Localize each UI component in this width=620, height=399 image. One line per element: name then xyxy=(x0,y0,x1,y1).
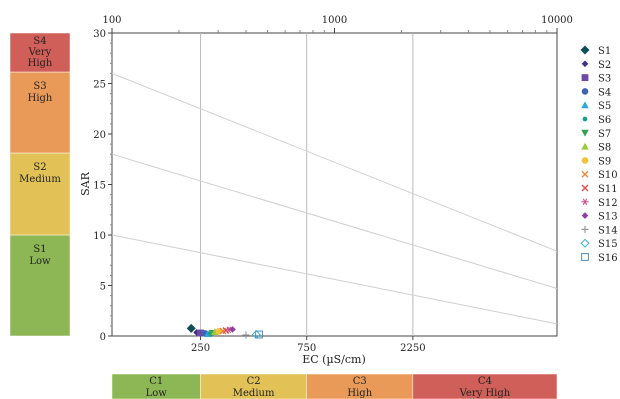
legend-label-s3: S3 xyxy=(598,74,611,85)
legend-label-s6: S6 xyxy=(598,115,611,126)
class-boundary-gridlines xyxy=(200,33,414,336)
salinity-band-code-c1: C1 xyxy=(149,376,163,387)
legend-marker-s2 xyxy=(581,60,589,68)
legend-marker-s10 xyxy=(581,170,589,178)
legend-marker-s3 xyxy=(581,74,589,81)
data-points xyxy=(186,323,263,339)
bottom-tick-label-250: 250 xyxy=(191,343,210,354)
salinity-band-code-c4: C4 xyxy=(478,376,492,387)
bottom-tick-label-2250: 2250 xyxy=(400,343,425,354)
salinity-band-c1 xyxy=(111,373,201,399)
data-point-s14 xyxy=(242,331,250,339)
data-point-s2 xyxy=(193,329,200,336)
legend-marker-s9 xyxy=(581,157,589,164)
salinity-band-code-c2: C2 xyxy=(247,376,261,387)
legend-marker-s8 xyxy=(581,142,589,150)
salinity-band-code-c3: C3 xyxy=(353,376,367,387)
legend-marker-s4 xyxy=(581,88,589,95)
legend: S1 S2 S3 S4 S5 S6 S7 S8 S9 S10 S11 S12 S13 S14 S15 S16 xyxy=(580,45,618,264)
top-tick-label-100: 100 xyxy=(102,15,121,26)
data-point-s3 xyxy=(197,329,204,337)
sodium-band-s2 xyxy=(9,152,71,236)
sodium-band-name-s1: Low xyxy=(29,256,51,267)
sodium-band-name-s3: High xyxy=(28,93,53,104)
legend-label-s1: S1 xyxy=(598,46,611,57)
y-axis-label: SAR xyxy=(79,171,92,195)
sodium-boundary-line-2 xyxy=(111,153,558,290)
legend-label-s9: S9 xyxy=(598,156,611,167)
legend-marker-s15 xyxy=(580,238,590,248)
sodium-band-code-s3: S3 xyxy=(33,81,46,92)
y-tick-label: 5 xyxy=(100,282,106,293)
legend-marker-s6 xyxy=(582,116,588,122)
legend-label-s16: S16 xyxy=(598,253,618,264)
legend-label-s5: S5 xyxy=(598,101,611,112)
legend-label-s4: S4 xyxy=(598,87,611,98)
salinity-band-name-c4: Very High xyxy=(459,388,511,399)
data-point-s1 xyxy=(186,323,196,333)
legend-label-s8: S8 xyxy=(598,143,611,154)
sodium-boundary-line-3 xyxy=(111,72,558,252)
salinity-band-name-c2: Medium xyxy=(233,388,275,399)
legend-marker-s5 xyxy=(581,101,589,109)
legend-marker-s1 xyxy=(580,45,590,55)
sodium-boundary-line-1 xyxy=(111,234,558,325)
legend-marker-s13 xyxy=(581,212,589,219)
axes: 0 5 10 15 20 25 30 100 1000 10000 250 750 2250 xyxy=(93,15,573,354)
legend-marker-s14 xyxy=(581,225,589,233)
legend-marker-s11 xyxy=(581,184,589,192)
sodium-boundary-lines xyxy=(111,72,558,325)
sodium-band-name-s4: Very xyxy=(28,47,52,58)
sodium-band-name-s2: Medium xyxy=(19,174,61,185)
sodium-band-code-s4: S4 xyxy=(33,36,46,47)
y-tick-label: 0 xyxy=(100,332,106,343)
y-tick-label: 15 xyxy=(93,181,106,192)
sodium-band-s1 xyxy=(9,234,71,337)
y-tick-label: 10 xyxy=(93,231,106,242)
salinity-band-c4 xyxy=(412,373,558,399)
bottom-tick-label-750: 750 xyxy=(297,343,316,354)
y-tick-label: 25 xyxy=(93,80,106,91)
sodium-band-name2-s4: High xyxy=(28,58,53,69)
top-tick-label-10000: 10000 xyxy=(541,15,573,26)
sodium-band-code-s1: S1 xyxy=(33,244,46,255)
y-tick-label: 30 xyxy=(93,29,106,40)
legend-marker-s16 xyxy=(581,253,589,261)
legend-label-s13: S13 xyxy=(598,212,618,223)
legend-label-s7: S7 xyxy=(598,129,611,140)
sodium-band-s4 xyxy=(9,32,71,73)
sodium-band-code-s2: S2 xyxy=(33,162,46,173)
x-axis-label: EC (µS/cm) xyxy=(302,353,366,366)
y-tick-label: 20 xyxy=(93,130,106,141)
legend-label-s2: S2 xyxy=(598,60,611,71)
legend-marker-s12 xyxy=(581,198,589,206)
legend-label-s11: S11 xyxy=(598,184,618,195)
legend-label-s15: S15 xyxy=(598,239,618,250)
salinity-band-c2 xyxy=(200,373,307,399)
data-point-s13 xyxy=(229,326,236,333)
legend-label-s12: S12 xyxy=(598,198,618,209)
legend-marker-s7 xyxy=(581,129,589,137)
legend-label-s14: S14 xyxy=(598,225,618,236)
top-tick-label-1000: 1000 xyxy=(322,15,347,26)
data-point-s16 xyxy=(255,330,263,339)
salinity-band-name-c3: High xyxy=(347,388,372,399)
plot-area xyxy=(111,32,558,337)
legend-label-s10: S10 xyxy=(598,170,618,181)
salinity-band-name-c1: Low xyxy=(146,388,168,399)
